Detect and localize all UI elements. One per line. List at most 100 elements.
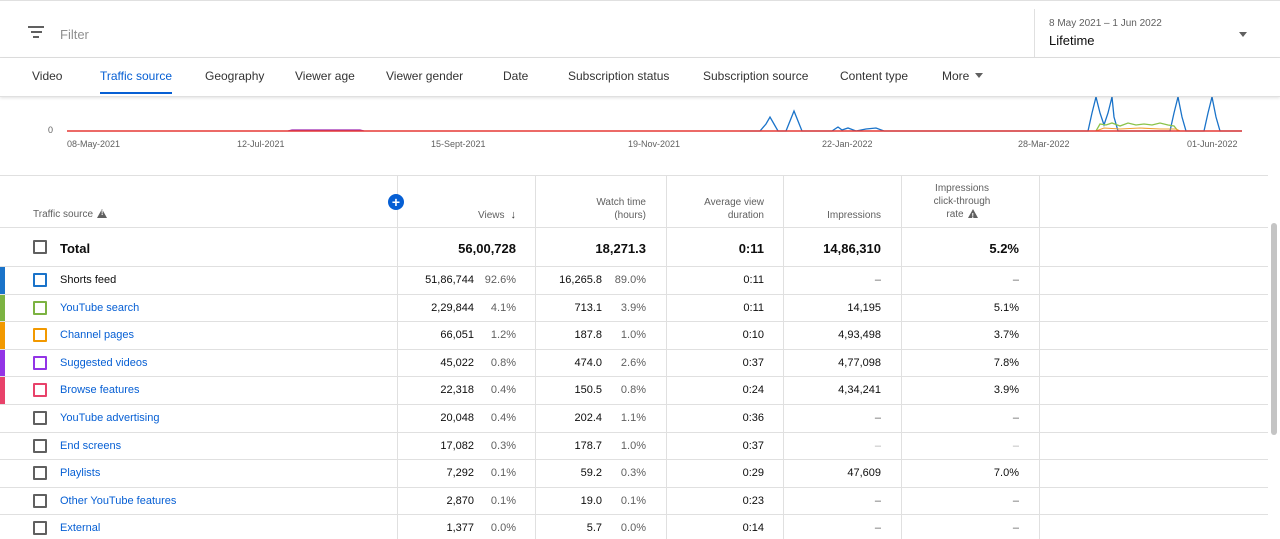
table-scrollbar[interactable] <box>1268 175 1280 539</box>
x-tick-label: 22-Jan-2022 <box>822 139 873 149</box>
series-line-shorts <box>740 97 1242 132</box>
row-checkbox[interactable] <box>33 493 47 508</box>
tab-content-type[interactable]: Content type <box>840 69 909 83</box>
header-impressions[interactable]: Impressions <box>827 210 881 221</box>
tab-subscription-source[interactable]: Subscription source <box>703 69 809 83</box>
table-row[interactable]: YouTube search 2,29,844 4.1% 713.1 3.9% … <box>0 293 1268 322</box>
total-checkbox[interactable] <box>33 240 47 254</box>
date-range-selector[interactable]: 8 May 2021 – 1 Jun 2022 Lifetime <box>1034 9 1280 59</box>
tab-subscription-status[interactable]: Subscription status <box>568 69 670 83</box>
series-color-bar <box>0 322 5 350</box>
row-views-pct: 0.4% <box>490 384 516 397</box>
row-avg: 0:11 <box>743 301 764 314</box>
traffic-chart: 0 08-May-2021 12-Jul-2021 15-Sept-2021 1… <box>0 97 1280 175</box>
row-name[interactable]: Playlists <box>60 467 101 480</box>
header-ctr-line3-label: rate <box>946 209 964 220</box>
row-checkbox[interactable] <box>33 355 47 370</box>
row-impressions: 4,77,098 <box>838 356 881 369</box>
add-metric-button[interactable]: + <box>388 194 404 210</box>
tab-video[interactable]: Video <box>32 69 63 83</box>
row-avg: 0:23 <box>742 494 764 507</box>
tab-geography[interactable]: Geography <box>205 69 265 83</box>
row-checkbox[interactable] <box>33 411 47 425</box>
row-views-pct: 4.1% <box>490 301 516 314</box>
row-watch-pct: 0.1% <box>620 494 646 507</box>
warning-icon[interactable] <box>97 209 108 218</box>
row-avg: 0:10 <box>742 329 764 342</box>
tab-date[interactable]: Date <box>503 69 529 83</box>
total-impressions: 14,86,310 <box>823 241 881 256</box>
series-color-bar <box>0 377 5 405</box>
scrollbar-thumb[interactable] <box>1271 223 1277 435</box>
row-checkbox[interactable] <box>33 273 47 287</box>
tab-viewer-age[interactable]: Viewer age <box>295 69 355 83</box>
x-tick-label: 28-Mar-2022 <box>1018 139 1070 149</box>
table-row[interactable]: Playlists 7,292 0.1% 59.2 0.3% 0:29 47,6… <box>0 459 1268 487</box>
row-views-pct: 0.3% <box>490 439 516 452</box>
tab-more[interactable]: More <box>942 69 984 83</box>
row-name: Shorts feed <box>60 274 117 286</box>
row-name[interactable]: YouTube advertising <box>60 412 160 424</box>
row-ctr: 7.0% <box>993 467 1019 480</box>
series-color-bar <box>0 267 5 294</box>
table-row[interactable]: Shorts feed 51,86,744 92.6% 16,265.8 89.… <box>0 266 1268 294</box>
row-checkbox[interactable] <box>33 466 47 481</box>
header-ctr[interactable]: Impressions click-through rate <box>905 182 1019 223</box>
row-ctr: – <box>1012 494 1019 507</box>
header-views[interactable]: Views ↓ <box>400 209 516 222</box>
row-ctr: – <box>1012 274 1019 286</box>
table-row[interactable]: Other YouTube features 2,870 0.1% 19.0 0… <box>0 486 1268 515</box>
tab-traffic-source[interactable]: Traffic source <box>100 69 173 83</box>
row-watch: 16,265.8 <box>559 274 602 286</box>
table-row[interactable]: Suggested videos 45,022 0.8% 474.0 2.6% … <box>0 348 1268 377</box>
row-impressions: 4,93,498 <box>838 329 881 342</box>
filter-icon[interactable] <box>28 26 44 40</box>
total-views: 56,00,728 <box>458 241 516 256</box>
row-impressions: – <box>874 274 881 286</box>
series-line-channel <box>1095 127 1181 132</box>
row-impressions: 4,34,241 <box>838 384 881 397</box>
x-tick-label: 19-Nov-2021 <box>628 139 681 149</box>
row-views: 66,051 <box>440 329 474 342</box>
row-name[interactable]: Other YouTube features <box>60 494 177 507</box>
table-row[interactable]: Browse features 22,318 0.4% 150.5 0.8% 0… <box>0 376 1268 405</box>
table-row[interactable]: YouTube advertising 20,048 0.4% 202.4 1.… <box>0 404 1268 432</box>
row-name[interactable]: Browse features <box>60 384 140 397</box>
row-views: 17,082 <box>440 439 474 452</box>
row-name[interactable]: External <box>60 522 101 535</box>
row-watch-pct: 89.0% <box>614 274 646 286</box>
table-row[interactable]: Channel pages 66,051 1.2% 187.8 1.0% 0:1… <box>0 321 1268 350</box>
table-row[interactable]: End screens 17,082 0.3% 178.7 1.0% 0:37 … <box>0 431 1268 460</box>
row-name[interactable]: Channel pages <box>60 329 135 342</box>
table-row[interactable]: External 1,377 0.0% 5.7 0.0% 0:14 – – <box>0 514 1268 539</box>
row-name[interactable]: Suggested videos <box>60 356 148 369</box>
row-watch-pct: 0.8% <box>620 384 646 397</box>
row-checkbox[interactable] <box>33 383 47 398</box>
row-watch: 474.0 <box>574 356 602 369</box>
warning-icon[interactable] <box>967 209 978 223</box>
header-average-view-duration[interactable]: Average view duration <box>670 196 764 222</box>
tab-viewer-gender[interactable]: Viewer gender <box>386 69 464 83</box>
header-traffic-source: Traffic source <box>33 209 108 220</box>
row-views-pct: 0.8% <box>490 356 516 369</box>
row-checkbox[interactable] <box>33 438 47 453</box>
caret-down-icon <box>975 73 984 78</box>
row-watch: 178.7 <box>574 439 602 452</box>
x-tick-label: 12-Jul-2021 <box>237 139 285 149</box>
row-checkbox[interactable] <box>33 300 47 315</box>
column-divider <box>666 176 667 539</box>
row-checkbox[interactable] <box>33 521 47 536</box>
row-views-pct: 0.4% <box>490 412 516 424</box>
header-ctr-line3: rate <box>905 208 1019 223</box>
filter-input[interactable]: Filter <box>60 27 89 42</box>
row-views-pct: 0.1% <box>490 467 516 480</box>
row-views: 2,870 <box>446 494 474 507</box>
row-name[interactable]: End screens <box>60 439 122 452</box>
column-divider <box>1039 176 1040 539</box>
header-watch-time[interactable]: Watch time (hours) <box>540 196 646 222</box>
row-views-pct: 0.1% <box>490 494 516 507</box>
row-checkbox[interactable] <box>33 328 47 343</box>
row-watch-pct: 0.3% <box>620 467 646 480</box>
row-name[interactable]: YouTube search <box>60 301 140 314</box>
active-tab-indicator <box>100 92 172 94</box>
